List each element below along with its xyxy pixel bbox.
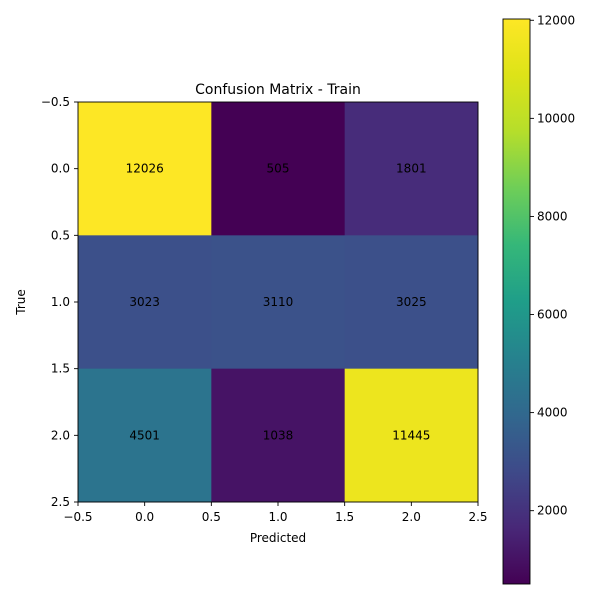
x-axis-label: Predicted xyxy=(250,531,306,545)
colorbar-ticks: 2000 4000 6000 8000 10000 12000 xyxy=(530,13,575,518)
cell-value-label: 3025 xyxy=(396,295,427,309)
y-tick-label: −0.5 xyxy=(41,95,70,109)
chart-title: Confusion Matrix - Train xyxy=(195,82,361,98)
y-tick-label: 1.0 xyxy=(51,295,70,309)
heatmap-cell xyxy=(211,235,346,370)
heatmap-cell xyxy=(211,368,346,503)
colorbar-tick-label: 10000 xyxy=(537,111,575,125)
colorbar-frame xyxy=(502,18,531,585)
colorbar-tick-label: 2000 xyxy=(537,504,568,518)
x-tick-label: 1.5 xyxy=(335,510,354,524)
colorbar-tick-label: 6000 xyxy=(537,308,568,322)
heatmap-cells xyxy=(78,102,479,503)
cell-value-label: 3110 xyxy=(263,295,294,309)
cell-value-label: 4501 xyxy=(129,428,160,442)
cell-value-label: 12026 xyxy=(126,162,164,176)
colorbar: 2000 4000 6000 8000 10000 12000 xyxy=(502,13,575,585)
y-tick-label: 2.5 xyxy=(51,495,70,509)
x-tick-label: 2.0 xyxy=(402,510,421,524)
heatmap-cell xyxy=(78,102,212,236)
heatmap-cell xyxy=(344,102,479,236)
cell-value-label: 3023 xyxy=(129,295,160,309)
x-tick-label: 1.0 xyxy=(268,510,287,524)
cell-value-label: 505 xyxy=(267,162,290,176)
heatmap-cell xyxy=(344,235,479,370)
y-axis-label: True xyxy=(14,289,28,316)
y-tick-label: 1.5 xyxy=(51,362,70,376)
cell-value-label: 11445 xyxy=(392,428,430,442)
colorbar-tick-label: 8000 xyxy=(537,209,568,223)
heatmap-cell xyxy=(344,368,479,503)
y-tick-label: 2.0 xyxy=(51,428,70,442)
heatmap-cell xyxy=(211,102,346,236)
y-tick-label: 0.0 xyxy=(51,162,70,176)
y-axis: −0.5 0.0 0.5 1.0 1.5 2.0 2.5 xyxy=(41,95,78,509)
x-tick-label: 0.5 xyxy=(202,510,221,524)
colorbar-tick-label: 12000 xyxy=(537,13,575,27)
colorbar-tick-label: 4000 xyxy=(537,406,568,420)
cell-value-label: 1801 xyxy=(396,162,427,176)
x-tick-label: −0.5 xyxy=(63,510,92,524)
y-tick-label: 0.5 xyxy=(51,228,70,242)
heatmap-cell xyxy=(78,235,212,370)
colorbar-gradient xyxy=(503,19,530,584)
x-axis: −0.5 0.0 0.5 1.0 1.5 2.0 2.5 xyxy=(63,502,488,524)
x-tick-label: 2.5 xyxy=(468,510,487,524)
heatmap-cell-labels: 12026 505 1801 3023 3110 3025 4501 1038 11445 xyxy=(126,162,431,443)
x-tick-label: 0.0 xyxy=(135,510,154,524)
heatmap-cell xyxy=(78,368,212,503)
cell-value-label: 1038 xyxy=(263,428,294,442)
